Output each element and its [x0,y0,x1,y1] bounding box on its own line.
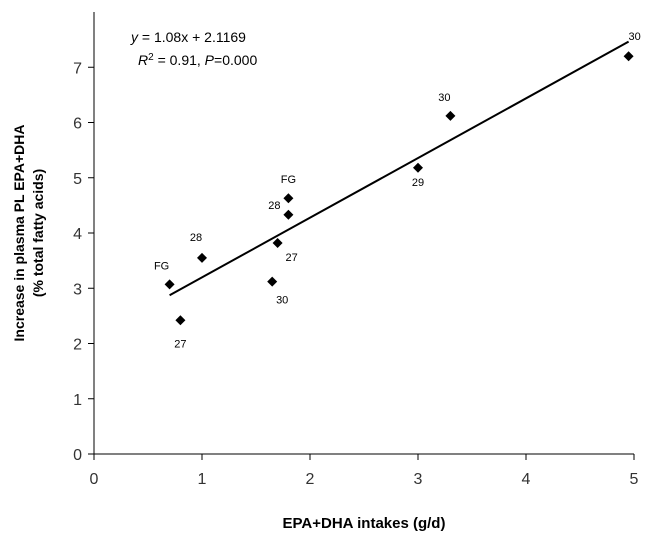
axes [93,12,634,455]
data-point-label: 29 [412,177,424,189]
x-tick-label: 5 [630,471,639,488]
y-tick-label: 6 [73,116,82,133]
y-axis-title-line2: (% total fatty acids) [30,169,46,297]
eq-p-symbol: P [205,52,215,68]
data-point [197,252,207,263]
data-point-label: 30 [438,92,450,104]
y-tick-label: 4 [73,226,82,243]
data-point-label: FG [281,174,296,186]
x-tick-label: 1 [198,471,207,488]
data-point [445,110,456,121]
y-tick-label: 3 [73,281,82,298]
x-axis-title: EPA+DHA intakes (g/d) [283,515,446,532]
data-point [267,276,278,287]
y-tick-label: 1 [73,392,82,409]
x-ticks: 0 1 2 3 4 5 [90,454,639,488]
regression-equation: y = 1.08x + 2.1169 [130,29,246,45]
y-tick-label: 0 [73,447,82,464]
eq-r-symbol: R [138,52,148,68]
y-tick-label: 2 [73,337,82,354]
x-tick-label: 4 [522,471,531,488]
data-point [283,193,294,204]
eq-r-value: = 0.91, [154,52,205,68]
data-point [413,162,423,173]
eq-y-rest: = 1.08x + 2.1169 [138,29,246,45]
x-tick-label: 2 [306,471,315,488]
eq-y-symbol: y [130,29,139,45]
data-point-label: FG [154,260,169,272]
x-tick-label: 0 [90,471,99,488]
data-point-label: 30 [628,31,640,43]
data-point-label: 27 [174,338,186,350]
y-tick-label: 5 [73,171,82,188]
data-point [283,209,294,220]
data-point-label: 28 [190,232,202,244]
y-ticks: 0 1 2 3 4 5 6 7 [73,60,94,464]
y-axis-title: Increase in plasma PL EPA+DHA (% total f… [11,125,46,342]
data-point-label: 30 [276,295,288,307]
eq-r-superscript: 2 [148,52,154,63]
data-point [175,315,186,326]
regression-stats: R2 = 0.91, P=0.000 [138,52,257,69]
data-point [272,237,283,248]
x-tick-label: 3 [414,471,423,488]
data-point-label: 28 [268,200,280,212]
data-point [164,279,175,290]
data-point-label: 27 [285,252,297,264]
data-point [623,51,634,62]
regression-line [169,40,630,297]
y-axis-title-line1: Increase in plasma PL EPA+DHA [11,125,27,342]
point-labels: FG 27 28 30 27 28 FG 29 30 30 [154,31,641,350]
y-tick-label: 7 [73,60,82,77]
eq-p-value: =0.000 [214,52,257,68]
data-points [164,51,634,326]
